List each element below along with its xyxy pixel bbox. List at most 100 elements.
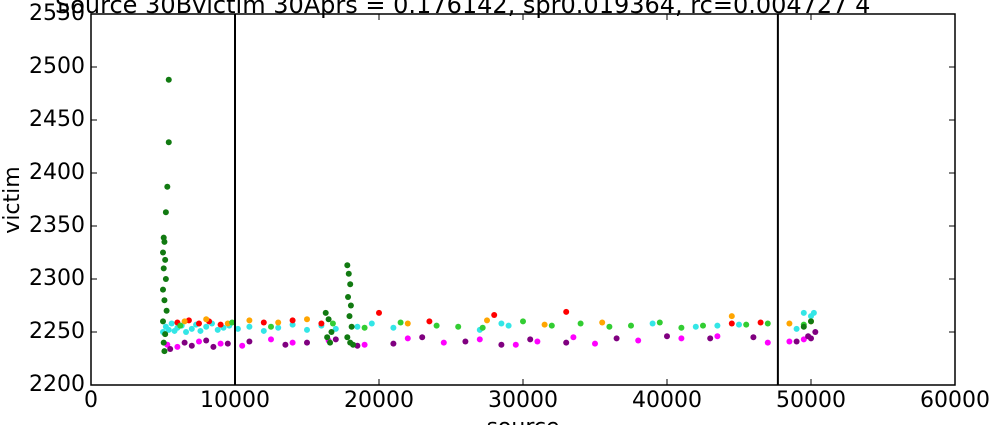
point <box>345 294 352 301</box>
point <box>498 341 505 348</box>
point <box>563 308 570 315</box>
point <box>520 318 526 325</box>
y-tick-label: 2500 <box>29 54 85 79</box>
point <box>268 336 274 343</box>
point <box>203 316 210 323</box>
point <box>368 320 375 327</box>
point <box>419 334 426 341</box>
point <box>570 334 577 341</box>
point <box>390 324 397 331</box>
point <box>318 320 325 327</box>
point <box>229 319 236 326</box>
point <box>329 320 336 327</box>
point <box>181 339 188 346</box>
x-tick-label: 60000 <box>920 388 990 413</box>
point <box>527 336 534 343</box>
point <box>376 309 382 316</box>
point <box>197 327 204 334</box>
point <box>289 339 296 346</box>
point <box>275 319 282 326</box>
point <box>354 323 361 330</box>
point <box>635 337 642 344</box>
point <box>810 309 817 316</box>
y-tick-label: 2300 <box>29 266 85 291</box>
point <box>812 329 819 335</box>
point <box>168 320 175 327</box>
chart-title: Source 30Bvictim 30Aprs = 0.176142, spr0… <box>55 0 870 19</box>
point <box>764 339 771 346</box>
point <box>479 324 486 331</box>
y-tick-label: 2200 <box>29 372 85 397</box>
point <box>196 320 202 327</box>
point <box>183 329 190 335</box>
point <box>350 341 357 348</box>
point <box>455 323 462 330</box>
point <box>800 336 807 343</box>
point <box>344 262 351 269</box>
y-tick-label: 2350 <box>29 213 85 238</box>
point <box>505 322 512 329</box>
point <box>476 336 483 343</box>
point <box>664 333 670 340</box>
point <box>345 270 352 277</box>
point <box>736 321 742 328</box>
point <box>162 209 169 216</box>
point <box>757 319 764 326</box>
point <box>282 341 289 348</box>
point <box>181 318 188 325</box>
point <box>164 183 171 190</box>
point <box>728 313 735 320</box>
point <box>649 320 656 327</box>
point <box>800 309 807 316</box>
point <box>174 343 181 350</box>
point <box>678 335 685 342</box>
y-tick-label: 2550 <box>29 1 85 26</box>
point <box>304 316 310 323</box>
point <box>328 329 335 335</box>
point <box>563 339 570 346</box>
point <box>322 309 329 316</box>
point <box>498 320 505 327</box>
point <box>163 307 170 314</box>
point <box>325 316 332 323</box>
x-tick-label: 40000 <box>632 388 702 413</box>
point <box>289 321 296 328</box>
point <box>577 320 584 327</box>
point <box>165 139 172 146</box>
point <box>217 321 224 328</box>
point <box>397 319 404 326</box>
point <box>404 335 411 342</box>
point <box>678 324 685 331</box>
y-tick-label: 2400 <box>29 160 85 185</box>
point <box>327 339 334 346</box>
x-tick-label: 10000 <box>200 388 270 413</box>
point <box>165 326 172 333</box>
x-axis-label: source <box>486 415 559 425</box>
point <box>793 338 800 345</box>
point <box>196 338 202 345</box>
point <box>404 320 411 327</box>
point <box>361 324 368 331</box>
x-tick-label: 50000 <box>776 388 846 413</box>
point <box>347 281 354 288</box>
y-tick-label: 2250 <box>29 319 85 344</box>
point <box>786 338 793 345</box>
y-tick-label: 2450 <box>29 107 85 132</box>
point <box>161 238 168 245</box>
point <box>700 322 706 329</box>
point <box>344 334 351 341</box>
point <box>390 340 397 347</box>
point <box>210 343 217 350</box>
point <box>692 323 699 330</box>
point <box>361 341 368 348</box>
point <box>707 335 714 342</box>
plot-frame <box>90 13 956 386</box>
point <box>714 333 721 340</box>
point <box>462 338 469 345</box>
point <box>161 348 168 355</box>
x-tick-label: 0 <box>84 388 98 413</box>
point <box>246 323 253 330</box>
point <box>289 317 296 324</box>
point <box>793 325 800 332</box>
point <box>165 76 172 83</box>
